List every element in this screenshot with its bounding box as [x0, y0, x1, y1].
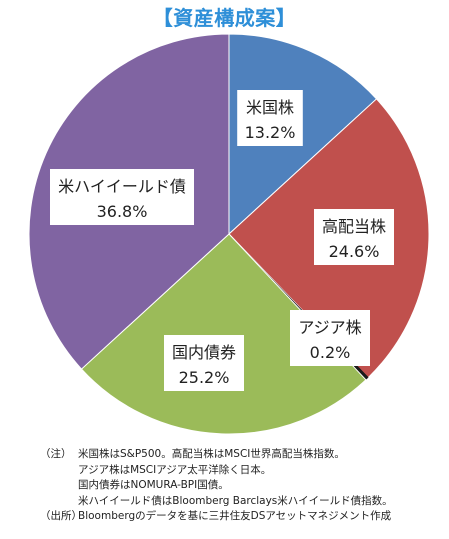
slice-name-label-4: 国内債券 [172, 343, 236, 362]
slice-value-label-2: 24.6% [329, 242, 380, 261]
slice-value-label-4: 25.2% [179, 368, 230, 387]
data-label-4: 国内債券 25.2% [164, 335, 244, 391]
data-label-box-1 [237, 90, 303, 146]
slice-value-label-5: 36.8% [97, 202, 148, 221]
note-lead-1: （注） [40, 448, 72, 460]
data-label-1: 米国株 13.2% [237, 90, 303, 146]
slice-name-label-3: アジア株 [298, 318, 361, 337]
data-label-box-2 [314, 209, 394, 265]
data-label-box-3 [290, 310, 370, 366]
note-text-2: アジア株はMSCIアジア太平洋除く日本。 [78, 463, 272, 476]
slice-name-label-2: 高配当株 [322, 217, 386, 236]
slice-name-label-1: 米国株 [246, 98, 294, 117]
note-lead-5: （出所） [40, 510, 82, 522]
pie-slice-4 [80, 233, 367, 435]
data-label-box-4 [164, 335, 244, 391]
data-label-box-5 [50, 169, 194, 225]
pie-chart: 米国株 13.2% 高配当株 24.6% アジア株 0.2% 国内債券 25.2% 米ハイイール… [28, 33, 430, 435]
note-text-3: 国内債券はNOMURA-BPI国債。 [78, 479, 229, 491]
note-text-5: Bloombergのデータを基に三井住友DSアセットマネジメント作成 [78, 510, 392, 522]
note-row-5: （出所）Bloombergのデータを基に三井住友DSアセットマネジメント作成 [40, 509, 393, 525]
note-row-3: 国内債券はNOMURA-BPI国債。 [40, 478, 393, 494]
slice-value-label-3: 0.2% [310, 343, 351, 362]
note-text-1: 米国株はS&P500。高配当株はMSCI世界高配当株指数。 [78, 448, 345, 460]
chart-title: 【資産構成案】 [152, 6, 297, 30]
note-row-2: アジア株はMSCIアジア太平洋除く日本。 [40, 463, 393, 479]
footnotes: （注） 米国株はS&P500。高配当株はMSCI世界高配当株指数。 アジア株はMS… [40, 447, 393, 525]
note-text-4: 米ハイイールド債はBloomberg Barclays米ハイイールド債指数。 [78, 494, 393, 507]
pie-labels: 米国株 13.2% 高配当株 24.6% アジア株 0.2% 国内債券 25.2% 米ハイイール… [50, 90, 394, 391]
data-label-5: 米ハイイールド債 36.8% [50, 169, 194, 225]
note-row-4: 米ハイイールド債はBloomberg Barclays米ハイイールド債指数。 [40, 494, 393, 510]
note-row-1: （注） 米国株はS&P500。高配当株はMSCI世界高配当株指数。 [40, 447, 393, 463]
data-label-2: 高配当株 24.6% [314, 209, 394, 265]
data-label-3: アジア株 0.2% [290, 310, 370, 366]
slice-value-label-1: 13.2% [245, 123, 296, 142]
slice-name-label-5: 米ハイイールド債 [58, 177, 186, 196]
